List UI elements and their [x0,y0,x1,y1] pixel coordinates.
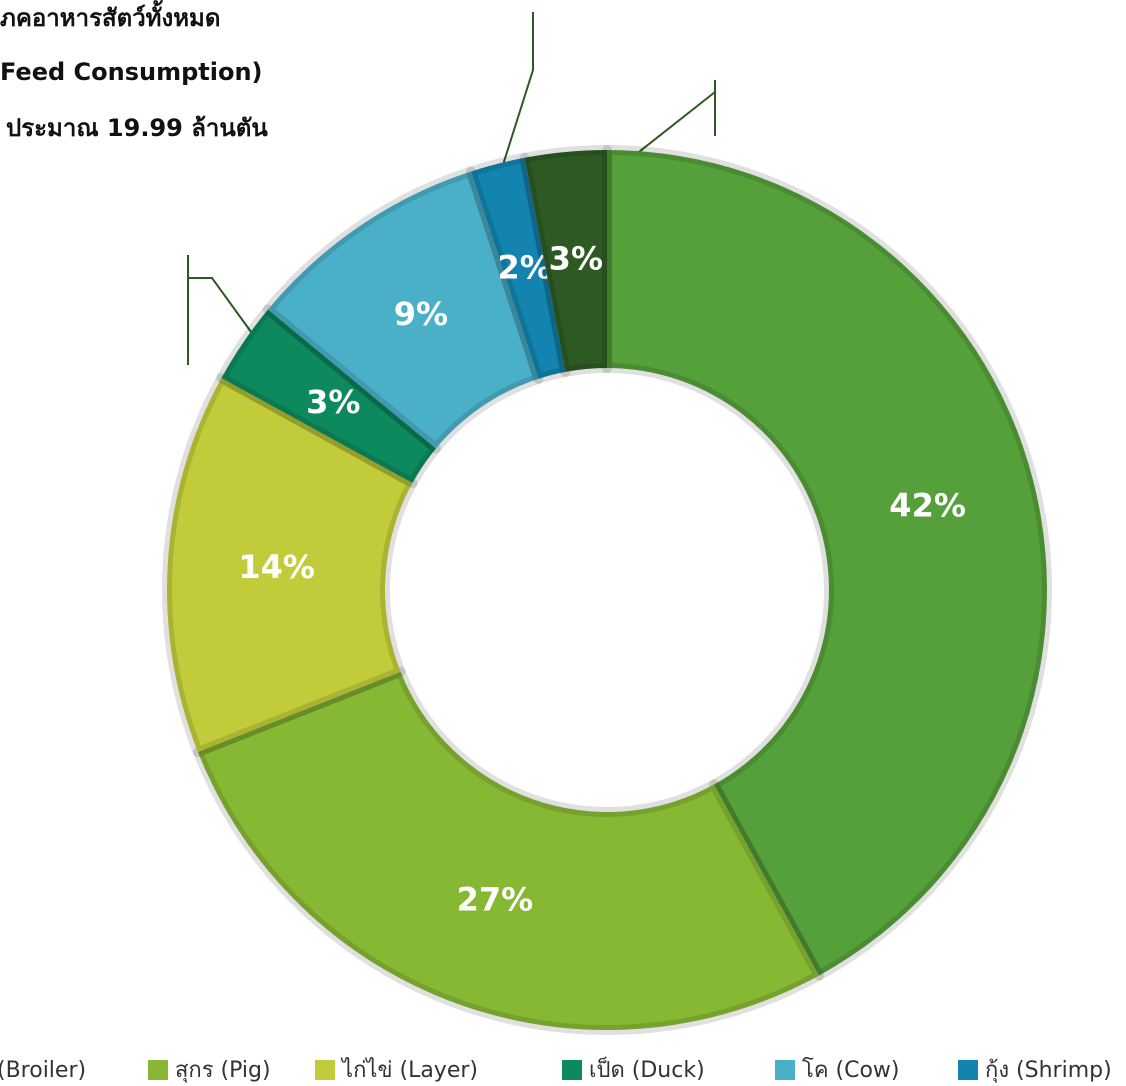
legend-label: สุกร (Pig) [175,1058,271,1083]
legend-swatch [775,1060,795,1080]
leader-line [577,80,716,201]
legend: (Broiler) สุกร (Pig) ไก่ไข่ (Layer) เป็ด (D… [0,1055,1112,1083]
value-label: 9% [394,295,448,333]
slice [192,666,824,1035]
donut: 42%27%14%3%9%2%3% [162,145,1052,1035]
title-line: ประมาณ 19.99 ล้านตัน [6,114,268,142]
legend-swatch [148,1060,168,1080]
legend-swatch [315,1060,335,1080]
legend-label: โค (Cow) [802,1057,900,1083]
slice [262,166,544,454]
value-label: 2% [498,248,552,286]
legend-label: เป็ด (Duck) [589,1055,705,1083]
legend-swatch [958,1060,978,1080]
legend-label: กุ้ง (Shrimp) [985,1058,1112,1083]
legend-swatch [562,1060,582,1080]
slice [466,152,571,384]
slice [519,145,612,377]
value-label: 27% [457,880,534,918]
title-line: Feed Consumption) [0,58,263,86]
value-label: 3% [549,239,603,277]
leader-line [494,12,534,191]
value-label: 42% [889,487,966,525]
title-line: ภคอาหารสัตว์ทั้งหมด [0,0,220,32]
value-label: 14% [238,548,315,586]
slice [602,145,1052,981]
slice [162,373,418,757]
legend-label: ไก่ไข่ (Layer) [340,1057,478,1083]
legend-label: (Broiler) [0,1058,86,1083]
value-label: 3% [306,383,360,421]
leader-line [187,255,276,366]
